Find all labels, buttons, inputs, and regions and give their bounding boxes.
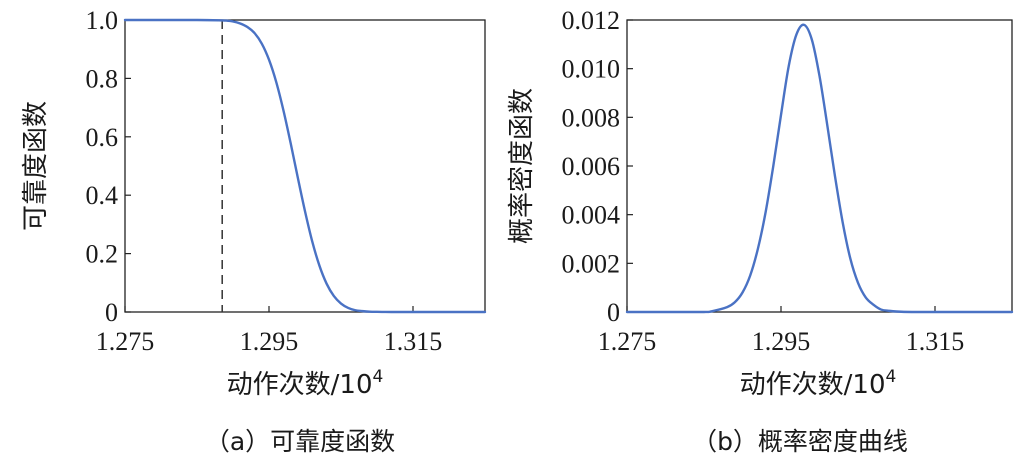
y-tick-label: 0.010 — [562, 55, 621, 84]
y-tick-label: 0.8 — [86, 64, 119, 93]
y-tick-label: 0.004 — [562, 201, 621, 230]
y-tick-label: 0.4 — [86, 181, 119, 210]
y-axis-title: 概率密度函数 — [507, 88, 537, 244]
y-axis-title: 可靠度函数 — [21, 101, 51, 231]
y-tick-label: 0.002 — [562, 249, 621, 278]
x-axis-title: 动作次数/104 — [740, 367, 897, 400]
series-line — [625, 23, 1014, 314]
chart-caption: （a）可靠度函数 — [205, 427, 395, 456]
series-line — [123, 18, 487, 314]
x-tick-label: 1.315 — [906, 327, 965, 356]
plot-frame — [626, 19, 1013, 313]
x-tick-label: 1.295 — [752, 327, 811, 356]
x-axis-title-superscript: 4 — [886, 367, 897, 387]
y-tick-label: 0.012 — [562, 6, 621, 35]
chart-b-density: 0 0.002 0.004 0.006 0.008 0.010 0.012 1.275 1.29… — [507, 6, 1014, 456]
y-tick-label: 0.6 — [86, 123, 119, 152]
chart-a-reliability: 0 0.2 0.4 0.6 0.8 1.0 1.275 1.295 1.315 可靠度函数动作次数… — [21, 6, 487, 456]
y-tick-label: 0.2 — [86, 240, 119, 269]
x-tick-label: 1.275 — [96, 327, 155, 356]
x-axis-title-superscript: 4 — [373, 367, 384, 387]
x-tick-label: 1.275 — [598, 327, 657, 356]
x-axis-title: 动作次数/104 — [227, 367, 384, 400]
y-tick-label: 0.008 — [562, 103, 621, 132]
x-axis-title-text: 动作次数/10 — [740, 370, 886, 400]
x-tick-label: 1.295 — [240, 327, 299, 356]
y-tick-label: 1.0 — [86, 6, 119, 35]
y-tick-label: 0.006 — [562, 152, 621, 181]
y-tick-label: 0 — [607, 298, 620, 327]
chart-caption: （b）概率密度曲线 — [692, 427, 908, 456]
x-axis-title-text: 动作次数/10 — [227, 370, 373, 400]
plot-frame — [124, 19, 486, 313]
y-tick-label: 0 — [105, 298, 118, 327]
x-tick-label: 1.315 — [384, 327, 443, 356]
